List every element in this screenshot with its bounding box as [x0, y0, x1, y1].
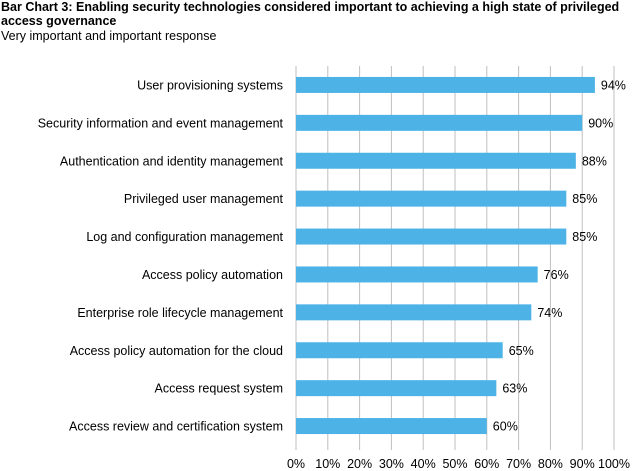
- value-label: 60%: [493, 420, 518, 434]
- value-label: 88%: [582, 154, 607, 168]
- x-tick-label: 0%: [287, 457, 305, 471]
- bar: [296, 114, 583, 131]
- bars: [296, 76, 595, 435]
- bar: [296, 304, 532, 321]
- category-label: Enterprise role lifecycle management: [77, 306, 283, 320]
- value-label: 85%: [572, 192, 597, 206]
- x-tick-label: 90%: [570, 457, 595, 471]
- chart-title: Bar Chart 3: Enabling security technolog…: [1, 0, 620, 28]
- value-label: 76%: [544, 268, 569, 282]
- x-tick-label: 20%: [347, 457, 372, 471]
- bar: [296, 380, 497, 397]
- value-label: 85%: [572, 230, 597, 244]
- category-label: Privileged user management: [124, 192, 284, 206]
- bar: [296, 266, 538, 283]
- category-label: User provisioning systems: [137, 78, 283, 92]
- bar: [296, 190, 567, 207]
- category-label: Access request system: [154, 382, 283, 396]
- bar: [296, 228, 567, 245]
- x-tick-label: 30%: [379, 457, 404, 471]
- category-label: Access policy automation for the cloud: [70, 344, 283, 358]
- value-label: 94%: [601, 78, 626, 92]
- value-label: 63%: [502, 382, 527, 396]
- x-tick-label: 60%: [474, 457, 499, 471]
- bar: [296, 418, 487, 435]
- category-label: Log and configuration management: [86, 230, 283, 244]
- category-label: Security information and event managemen…: [38, 116, 284, 130]
- bar: [296, 76, 595, 93]
- value-label: 90%: [588, 116, 613, 130]
- bar: [296, 342, 503, 359]
- x-tick-label: 70%: [506, 457, 531, 471]
- category-label: Access review and certification system: [69, 420, 283, 434]
- x-tick-label: 50%: [442, 457, 467, 471]
- category-label: Authentication and identity management: [60, 154, 284, 168]
- value-label: 65%: [509, 344, 534, 358]
- bar: [296, 152, 576, 169]
- x-tick-label: 10%: [315, 457, 340, 471]
- chart-subtitle: Very important and important response: [1, 29, 217, 43]
- x-tick-label: 40%: [411, 457, 436, 471]
- labels: 0% 10% 20% 30% 40% 50% 60% 70% 80% 90% 100%User pr…: [38, 78, 630, 471]
- x-tick-label: 80%: [538, 457, 563, 471]
- value-label: 74%: [537, 306, 562, 320]
- category-label: Access policy automation: [142, 268, 283, 282]
- x-tick-label: 100%: [598, 457, 630, 471]
